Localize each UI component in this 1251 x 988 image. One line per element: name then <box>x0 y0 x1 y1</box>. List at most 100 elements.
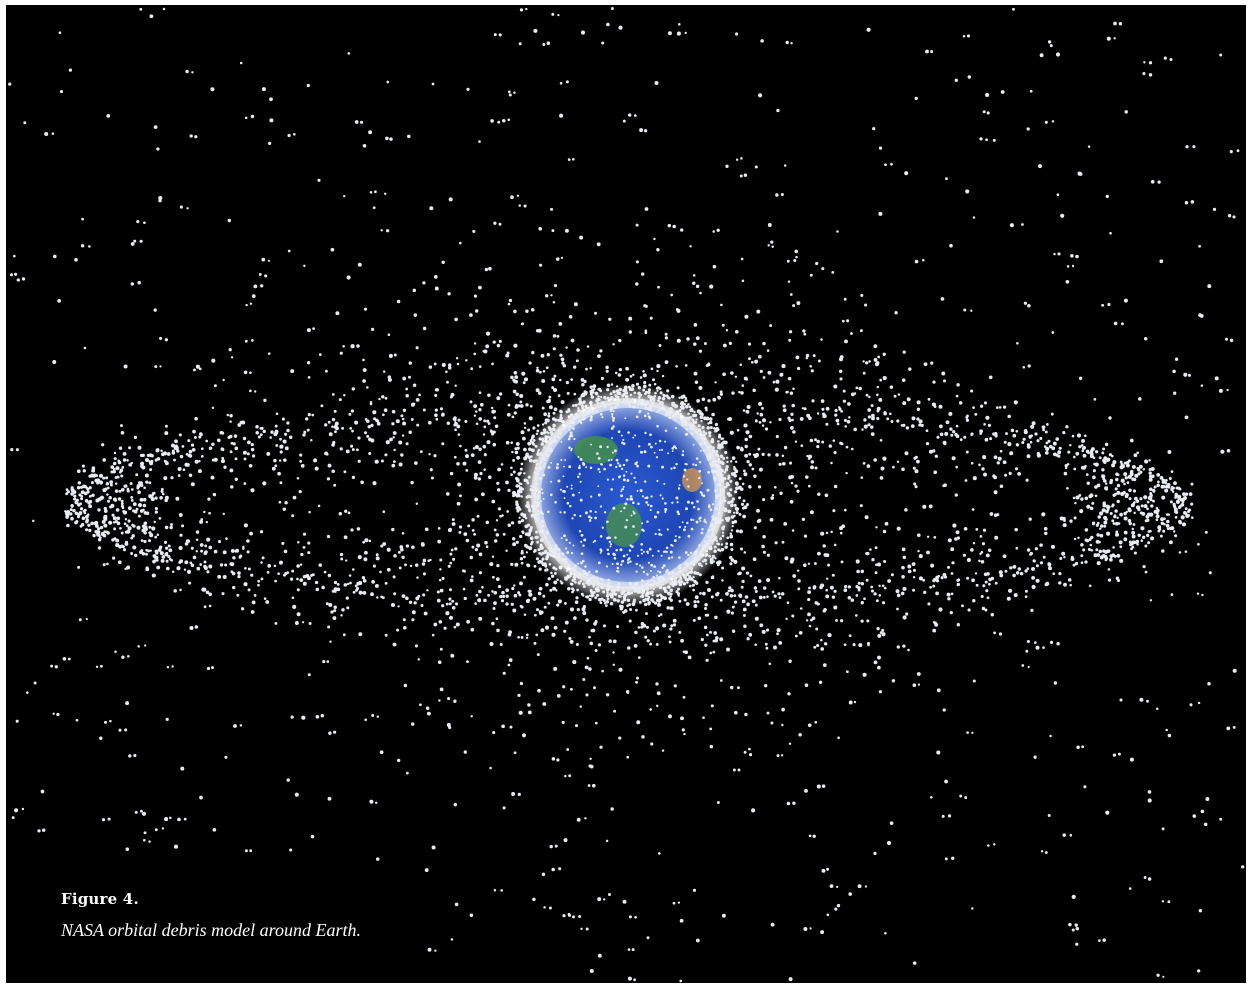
debris-dot <box>93 521 97 525</box>
debris-dot <box>515 403 519 407</box>
debris-dot <box>1036 453 1041 458</box>
debris-dot <box>733 710 738 715</box>
debris-dot <box>501 514 504 517</box>
debris-dot <box>1147 798 1152 803</box>
debris-dot <box>144 527 148 531</box>
debris-dot <box>439 407 444 411</box>
debris-dot <box>56 712 60 717</box>
debris-dot <box>1148 477 1153 482</box>
debris-dot <box>618 464 622 468</box>
debris-dot <box>348 574 352 577</box>
debris-dot <box>661 403 664 406</box>
debris-dot <box>584 404 588 408</box>
debris-dot <box>587 784 591 787</box>
debris-dot <box>664 502 667 505</box>
debris-dot <box>704 554 708 557</box>
debris-dot <box>914 469 919 474</box>
debris-dot <box>595 570 599 573</box>
debris-dot <box>459 444 462 448</box>
debris-dot <box>693 550 697 555</box>
debris-dot <box>618 736 622 740</box>
debris-dot <box>712 264 717 269</box>
debris-dot <box>643 450 647 454</box>
debris-dot <box>703 519 706 523</box>
debris-dot <box>607 552 610 556</box>
debris-dot <box>526 501 530 505</box>
debris-dot <box>485 545 489 549</box>
debris-dot <box>609 396 613 400</box>
debris-dot <box>508 93 512 97</box>
debris-dot <box>482 444 487 449</box>
debris-dot <box>1144 459 1149 464</box>
debris-dot <box>538 610 542 614</box>
debris-dot <box>559 488 562 491</box>
debris-dot <box>1155 507 1159 510</box>
debris-dot <box>1174 357 1179 361</box>
debris-dot <box>629 495 633 498</box>
debris-dot <box>1157 529 1161 533</box>
debris-dot <box>396 758 401 763</box>
debris-dot <box>930 563 935 568</box>
debris-dot <box>1075 254 1079 259</box>
debris-dot <box>709 544 713 548</box>
debris-dot <box>357 262 362 267</box>
debris-dot <box>578 529 582 533</box>
debris-dot <box>518 710 523 715</box>
debris-dot <box>764 684 768 688</box>
debris-dot <box>415 502 419 506</box>
debris-dot <box>713 535 718 540</box>
debris-dot <box>70 486 74 490</box>
debris-dot <box>972 599 976 603</box>
debris-dot <box>1164 478 1168 482</box>
debris-dot <box>770 721 774 725</box>
debris-dot <box>654 80 659 86</box>
debris-dot <box>405 596 409 601</box>
debris-dot <box>608 317 612 321</box>
debris-dot <box>382 370 386 373</box>
debris-dot <box>765 628 770 632</box>
debris-dot <box>1108 416 1112 420</box>
debris-dot <box>653 601 658 605</box>
debris-dot <box>239 420 244 425</box>
debris-dot <box>562 363 567 368</box>
debris-dot <box>594 510 597 514</box>
debris-dot <box>478 365 482 368</box>
debris-dot <box>502 671 506 675</box>
debris-dot <box>688 423 693 427</box>
debris-dot <box>983 472 987 477</box>
debris-dot <box>1163 56 1167 60</box>
debris-dot <box>317 178 321 182</box>
debris-dot <box>710 522 714 526</box>
debris-dot <box>106 562 109 566</box>
debris-dot <box>526 563 530 567</box>
debris-dot <box>65 488 69 491</box>
debris-dot <box>1123 472 1128 477</box>
debris-dot <box>1104 442 1109 447</box>
debris-dot <box>586 411 590 416</box>
debris-dot <box>378 397 381 401</box>
debris-dot <box>606 548 610 552</box>
debris-dot <box>646 639 650 643</box>
debris-dot <box>450 548 454 552</box>
debris-dot <box>979 432 983 435</box>
debris-dot <box>505 602 509 606</box>
debris-dot <box>199 795 203 800</box>
debris-dot <box>186 207 189 210</box>
debris-dot <box>449 561 453 565</box>
debris-dot <box>1015 429 1019 433</box>
debris-dot <box>690 432 694 435</box>
debris-dot <box>736 428 740 432</box>
debris-dot <box>1129 472 1134 477</box>
debris-dot <box>525 403 529 407</box>
debris-dot <box>1074 561 1079 566</box>
debris-dot <box>469 400 473 404</box>
debris-dot <box>478 447 482 451</box>
debris-dot <box>754 165 758 169</box>
debris-dot <box>62 657 67 661</box>
debris-dot <box>1112 753 1117 757</box>
debris-dot <box>416 423 420 427</box>
debris-dot <box>725 542 729 546</box>
debris-dot <box>759 412 764 417</box>
debris-dot <box>744 437 748 442</box>
debris-dot <box>933 405 937 408</box>
